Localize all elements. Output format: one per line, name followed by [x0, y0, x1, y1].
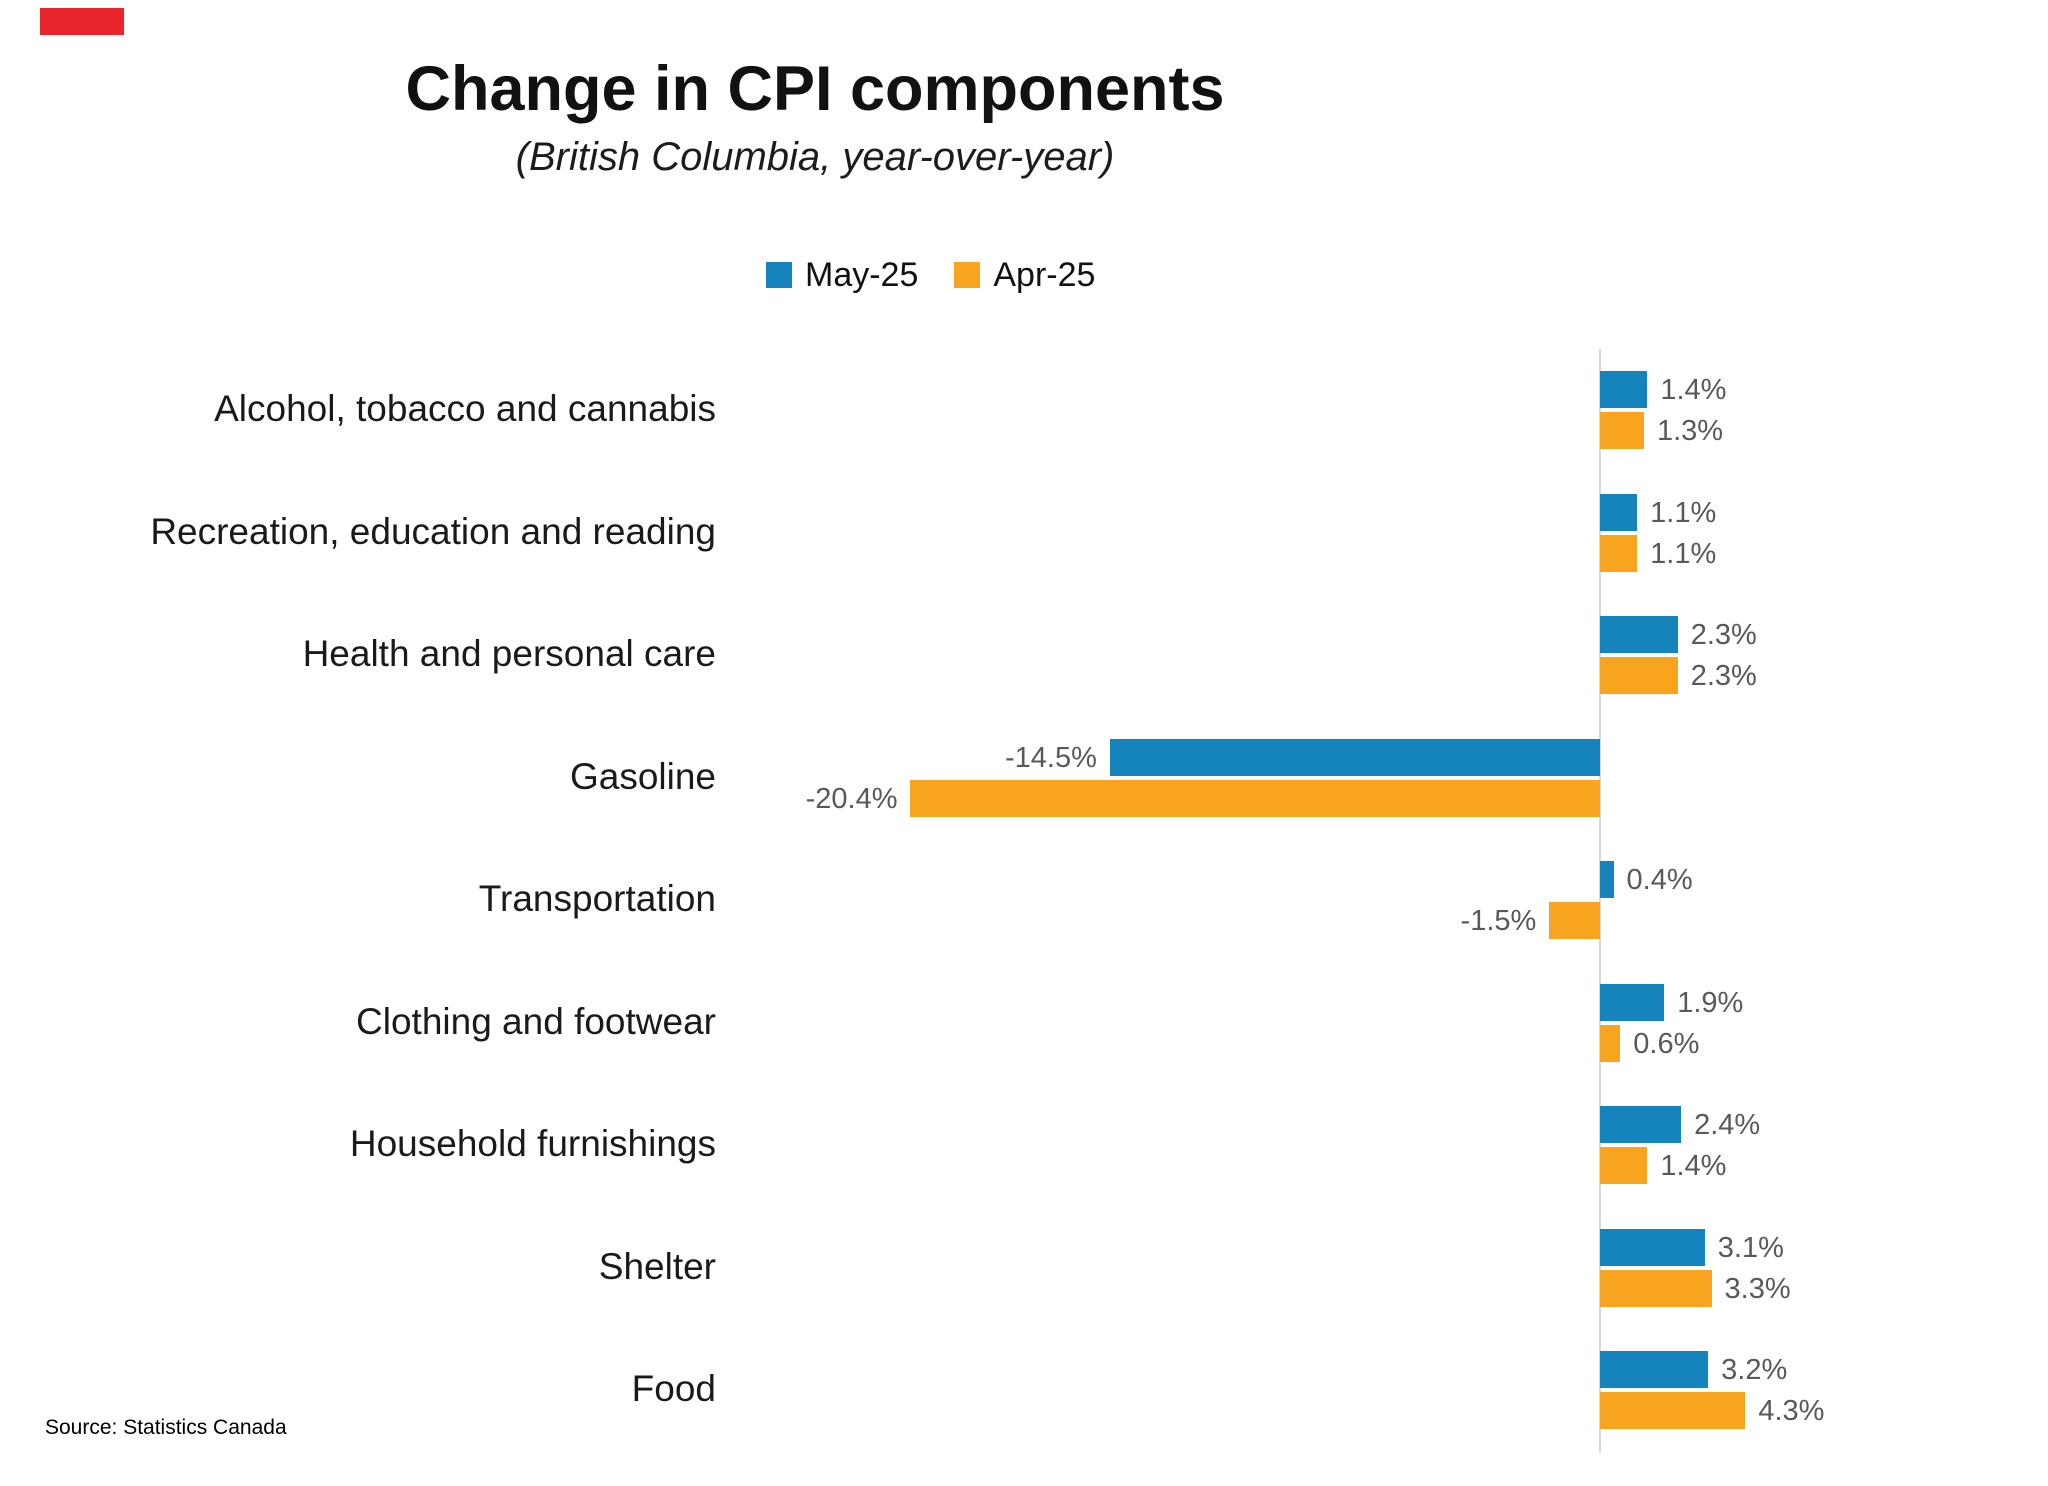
data-label: 1.9%	[1677, 986, 1744, 1019]
data-label: 0.6%	[1633, 1027, 1700, 1060]
legend-swatch-may-icon	[766, 262, 792, 288]
legend-item-apr: Apr-25	[954, 258, 1095, 292]
data-label: 2.4%	[1694, 1109, 1761, 1142]
category-label: Gasoline	[569, 755, 716, 797]
data-label: 2.3%	[1690, 619, 1757, 652]
category-label: Recreation, education and reading	[150, 510, 716, 552]
category-label: Transportation	[478, 878, 716, 920]
bar-may-25	[1600, 616, 1678, 654]
bar-may-25	[1600, 1228, 1705, 1266]
bar-may-25	[1600, 493, 1638, 531]
data-label: 3.1%	[1717, 1231, 1784, 1264]
category-label: Alcohol, tobacco and cannabis	[214, 388, 716, 430]
data-label: 1.1%	[1650, 496, 1717, 529]
bar-apr-25	[1600, 657, 1678, 695]
zero-axis-line	[1599, 349, 1601, 1452]
data-label: -20.4%	[805, 782, 898, 815]
data-label: 1.1%	[1650, 537, 1717, 570]
bar-apr-25	[1600, 1147, 1648, 1185]
legend-label-apr: Apr-25	[993, 256, 1096, 294]
data-label: 1.4%	[1660, 374, 1727, 407]
chart-title: Change in CPI components	[405, 54, 1225, 124]
source-note: Source: Statistics Canada	[45, 1416, 287, 1439]
data-label: 4.3%	[1758, 1395, 1825, 1428]
data-label: 3.3%	[1724, 1272, 1791, 1305]
bar-apr-25	[1549, 902, 1600, 940]
bar-may-25	[1600, 1106, 1682, 1144]
category-label: Food	[631, 1368, 716, 1410]
legend-label-may: May-25	[805, 256, 919, 294]
data-label: 1.4%	[1660, 1150, 1727, 1183]
title-block: Change in CPI components (British Columb…	[0, 54, 1630, 180]
data-label: 0.4%	[1626, 864, 1693, 897]
legend-swatch-apr-icon	[954, 262, 981, 288]
bar-may-25	[1600, 371, 1648, 409]
data-label: 1.3%	[1656, 415, 1724, 448]
category-label: Shelter	[598, 1245, 716, 1287]
data-label: -1.5%	[1460, 905, 1537, 938]
chart-subtitle: (British Columbia, year-over-year)	[515, 135, 1115, 179]
category-label: Health and personal care	[302, 633, 716, 675]
bar-apr-25	[1600, 1269, 1712, 1307]
bar-may-25	[1600, 1351, 1709, 1389]
bar-apr-25	[1600, 1024, 1621, 1062]
legend-item-may: May-25	[766, 258, 918, 292]
legend: May-25 Apr-25	[766, 258, 1095, 292]
category-label: Household furnishings	[349, 1123, 716, 1165]
bar-apr-25	[1600, 534, 1638, 572]
data-label: 3.2%	[1721, 1354, 1788, 1387]
red-brand-mark	[40, 8, 124, 35]
bar-may-25	[1600, 861, 1614, 899]
bar-may-25	[1109, 738, 1600, 776]
data-label: -14.5%	[1005, 741, 1097, 774]
bar-apr-25	[1600, 1392, 1746, 1430]
data-label: 2.3%	[1690, 660, 1757, 693]
category-label: Clothing and footwear	[356, 1000, 716, 1042]
bar-apr-25	[910, 779, 1600, 817]
bar-apr-25	[1600, 412, 1644, 450]
bar-may-25	[1600, 983, 1665, 1021]
